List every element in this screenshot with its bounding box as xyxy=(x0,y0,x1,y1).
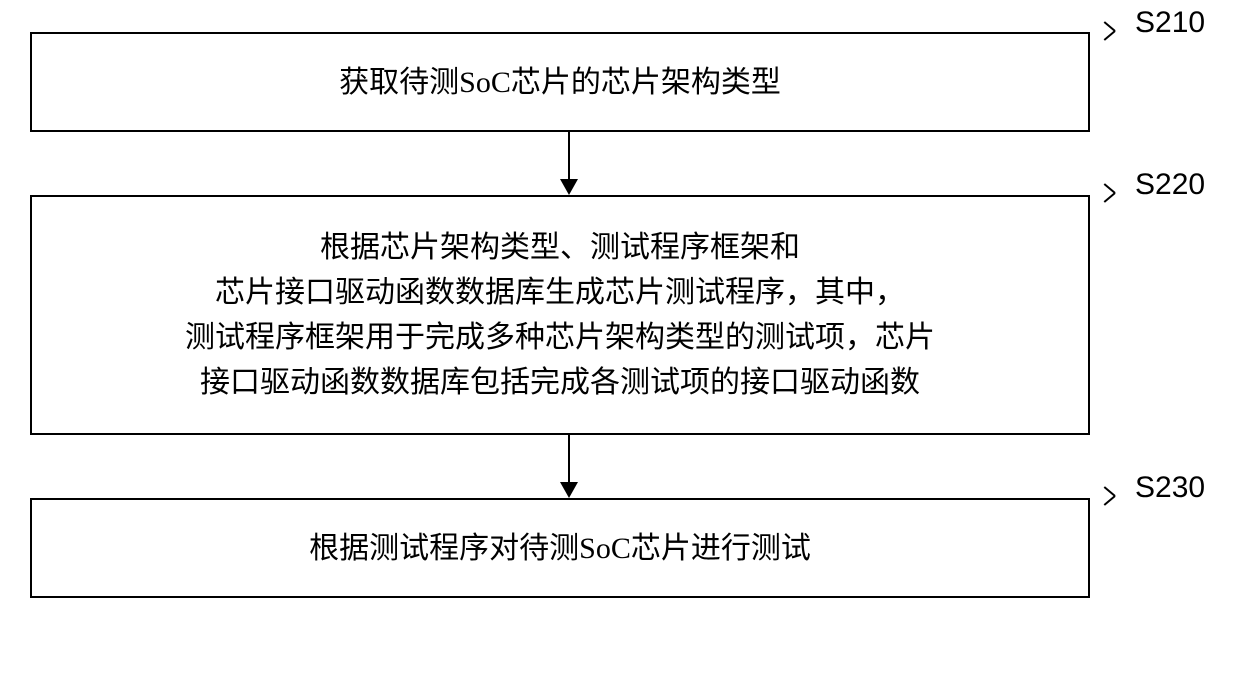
flowchart-container: 获取待测SoC芯片的芯片架构类型 S210 根据芯片架构类型、测试程序框架和芯片… xyxy=(0,0,1240,676)
step-label-s210: S210 xyxy=(1135,6,1205,40)
connector-line xyxy=(568,132,570,179)
step-box-s230: 根据测试程序对待测SoC芯片进行测试 xyxy=(30,498,1090,598)
step-box-s210: 获取待测SoC芯片的芯片架构类型 xyxy=(30,32,1090,132)
connector-arrow-2 xyxy=(560,435,578,498)
connector-line xyxy=(568,435,570,482)
step-text-s230: 根据测试程序对待测SoC芯片进行测试 xyxy=(309,526,811,571)
arrow-down-icon xyxy=(560,179,578,195)
step-text-s220: 根据芯片架构类型、测试程序框架和芯片接口驱动函数数据库生成芯片测试程序，其中，测… xyxy=(185,225,935,405)
step-text-s210: 获取待测SoC芯片的芯片架构类型 xyxy=(339,60,781,105)
label-tick-s220 xyxy=(1095,192,1115,212)
connector-arrow-1 xyxy=(560,132,578,195)
arrow-down-icon xyxy=(560,482,578,498)
step-label-s230: S230 xyxy=(1135,471,1205,505)
step-box-s220: 根据芯片架构类型、测试程序框架和芯片接口驱动函数数据库生成芯片测试程序，其中，测… xyxy=(30,195,1090,435)
step-label-s220: S220 xyxy=(1135,168,1205,202)
label-tick-s230 xyxy=(1095,495,1115,515)
label-tick-s210 xyxy=(1095,30,1115,50)
